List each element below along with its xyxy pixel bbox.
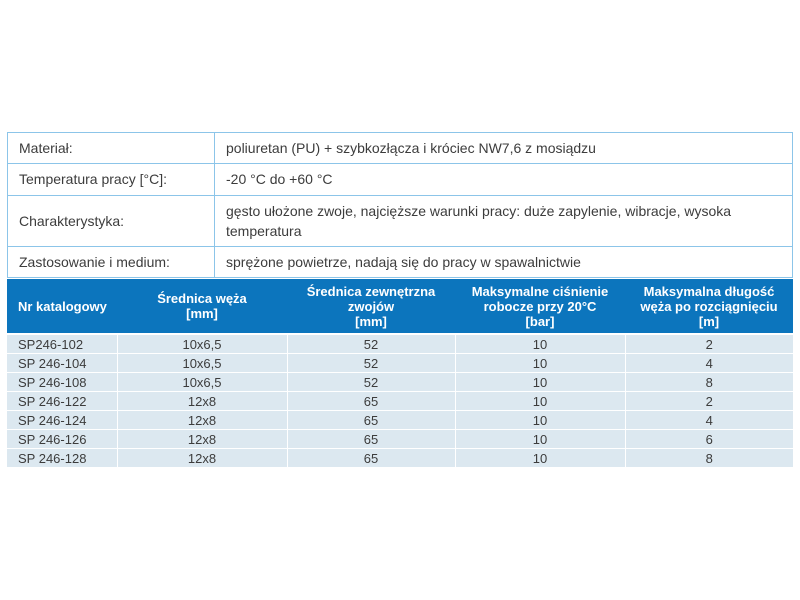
spec-label-material: Materiał: — [7, 131, 215, 165]
max-pressure-cell: 10 — [455, 353, 626, 373]
product-row: SP 246-104 10x6,5 52 10 4 — [7, 353, 793, 373]
catalog-number-cell: SP 246-108 — [7, 372, 118, 392]
hose-diameter-cell: 12x8 — [117, 391, 288, 411]
coil-outer-diameter-cell: 65 — [287, 429, 456, 449]
coil-outer-diameter-cell: 65 — [287, 448, 456, 468]
coil-outer-diameter-cell: 65 — [287, 391, 456, 411]
specifications-table: Materiał: poliuretan (PU) + szybkozłącza… — [7, 131, 793, 279]
catalog-number-cell: SP 246-122 — [7, 391, 118, 411]
coil-outer-diameter-cell: 52 — [287, 372, 456, 392]
products-table: Nr katalogowy Średnica węża [mm] Średnic… — [7, 279, 793, 468]
column-header-catalog-number: Nr katalogowy — [7, 279, 117, 335]
max-length-cell: 8 — [625, 372, 793, 392]
spec-label-temperature: Temperatura pracy [°C]: — [7, 163, 215, 196]
catalog-number-cell: SP 246-126 — [7, 429, 118, 449]
catalog-number-cell: SP246-102 — [7, 334, 118, 354]
max-pressure-cell: 10 — [455, 334, 626, 354]
hose-diameter-cell: 12x8 — [117, 448, 288, 468]
product-row: SP 246-122 12x8 65 10 2 — [7, 391, 793, 411]
product-row: SP 246-108 10x6,5 52 10 8 — [7, 372, 793, 392]
spec-value-application: sprężone powietrze, nadają się do pracy … — [214, 246, 793, 279]
spec-row-material: Materiał: poliuretan (PU) + szybkozłącza… — [7, 131, 793, 165]
spec-value-material: poliuretan (PU) + szybkozłącza i króciec… — [214, 131, 793, 165]
hose-diameter-cell: 10x6,5 — [117, 353, 288, 373]
hose-diameter-cell: 10x6,5 — [117, 334, 288, 354]
max-pressure-cell: 10 — [455, 372, 626, 392]
coil-outer-diameter-cell: 65 — [287, 410, 456, 430]
max-pressure-cell: 10 — [455, 429, 626, 449]
spec-value-temperature: -20 °C do +60 °C — [214, 163, 793, 196]
spec-value-characteristics: gęsto ułożone zwoje, najcięższe warunki … — [214, 194, 793, 248]
products-header-row: Nr katalogowy Średnica węża [mm] Średnic… — [7, 279, 793, 335]
column-header-max-working-pressure: Maksymalne ciśnienie robocze przy 20°C [… — [455, 279, 625, 335]
catalog-number-cell: SP 246-128 — [7, 448, 118, 468]
spec-row-temperature: Temperatura pracy [°C]: -20 °C do +60 °C — [7, 163, 793, 196]
catalog-number-cell: SP 246-124 — [7, 410, 118, 430]
max-length-cell: 2 — [625, 334, 793, 354]
max-length-cell: 4 — [625, 410, 793, 430]
spec-label-application: Zastosowanie i medium: — [7, 246, 215, 279]
coil-outer-diameter-cell: 52 — [287, 334, 456, 354]
hose-diameter-cell: 12x8 — [117, 410, 288, 430]
catalog-number-cell: SP 246-104 — [7, 353, 118, 373]
max-pressure-cell: 10 — [455, 391, 626, 411]
column-header-max-extended-length: Maksymalna długość węża po rozciągnięciu… — [625, 279, 793, 335]
max-pressure-cell: 10 — [455, 448, 626, 468]
hose-diameter-cell: 10x6,5 — [117, 372, 288, 392]
product-row: SP 246-128 12x8 65 10 8 — [7, 448, 793, 468]
spec-row-application: Zastosowanie i medium: sprężone powietrz… — [7, 246, 793, 279]
max-length-cell: 2 — [625, 391, 793, 411]
max-length-cell: 4 — [625, 353, 793, 373]
hose-diameter-cell: 12x8 — [117, 429, 288, 449]
max-length-cell: 6 — [625, 429, 793, 449]
spec-row-characteristics: Charakterystyka: gęsto ułożone zwoje, na… — [7, 194, 793, 248]
product-row: SP 246-124 12x8 65 10 4 — [7, 410, 793, 430]
product-row: SP246-102 10x6,5 52 10 2 — [7, 334, 793, 354]
max-pressure-cell: 10 — [455, 410, 626, 430]
column-header-hose-diameter: Średnica węża [mm] — [117, 279, 287, 335]
spec-label-characteristics: Charakterystyka: — [7, 194, 215, 248]
product-row: SP 246-126 12x8 65 10 6 — [7, 429, 793, 449]
column-header-coil-outer-diameter: Średnica zewnętrzna zwojów [mm] — [287, 279, 455, 335]
coil-outer-diameter-cell: 52 — [287, 353, 456, 373]
max-length-cell: 8 — [625, 448, 793, 468]
